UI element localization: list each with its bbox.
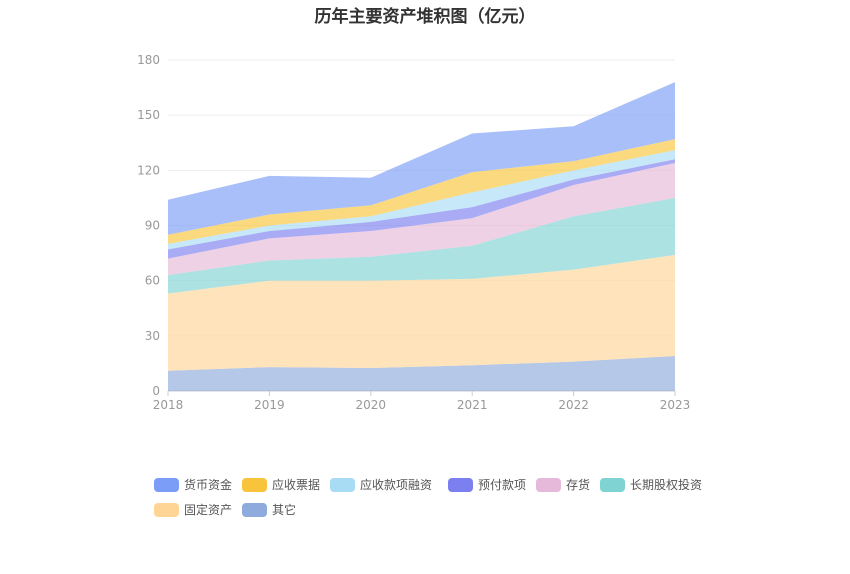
legend-label: 应收款项融资 <box>360 477 432 492</box>
legend-item-长期股权投资[interactable]: 长期股权投资 <box>600 477 702 492</box>
legend-item-其它[interactable]: 其它 <box>242 502 296 517</box>
legend-swatch <box>600 478 625 492</box>
area-长期股权投资 <box>168 197 675 294</box>
legend-swatch <box>154 478 179 492</box>
legend-label: 其它 <box>272 502 296 517</box>
legend-label: 应收票据 <box>272 477 320 492</box>
legend-swatch <box>536 478 561 492</box>
legend-label: 货币资金 <box>184 477 232 492</box>
area-预付款项 <box>168 159 675 259</box>
legend-label: 固定资产 <box>184 502 232 517</box>
y-tick-label: 150 <box>137 108 160 122</box>
legend-swatch <box>242 478 267 492</box>
y-tick-label: 0 <box>152 384 160 398</box>
area-存货 <box>168 162 675 276</box>
y-axis: 0 30 60 90 120 150 180 <box>137 53 160 398</box>
y-tick-label: 60 <box>145 274 160 288</box>
x-tick-label: 2019 <box>254 398 285 412</box>
legend-swatch <box>242 503 267 517</box>
legend-item-存货[interactable]: 存货 <box>536 477 590 492</box>
y-tick-label: 120 <box>137 163 160 177</box>
legend-label: 存货 <box>566 477 590 492</box>
chart-title: 历年主要资产堆积图（亿元） <box>314 7 536 27</box>
y-tick-label: 30 <box>145 329 160 343</box>
x-tick-label: 2020 <box>356 398 387 412</box>
legend-swatch <box>448 478 473 492</box>
legend-label: 预付款项 <box>478 478 526 492</box>
legend-item-预付款项[interactable]: 预付款项 <box>448 478 526 492</box>
x-tick-label: 2023 <box>660 398 691 412</box>
x-tick-label: 2021 <box>457 398 488 412</box>
x-axis: 2018 2019 2020 2021 2022 2023 <box>153 391 691 412</box>
legend-swatch <box>154 503 179 517</box>
area-应收票据 <box>168 139 675 244</box>
legend-label: 长期股权投资 <box>630 477 702 492</box>
x-tick-label: 2018 <box>153 398 184 412</box>
legend-item-应收款项融资[interactable]: 应收款项融资 <box>330 477 432 492</box>
legend-item-货币资金[interactable]: 货币资金 <box>154 477 232 492</box>
legend-item-应收票据[interactable]: 应收票据 <box>242 477 320 492</box>
area-货币资金 <box>168 82 675 235</box>
area-其它 <box>168 356 675 391</box>
x-tick-label: 2022 <box>558 398 589 412</box>
legend-swatch <box>330 478 355 492</box>
area-layers <box>168 82 675 391</box>
area-固定资产 <box>168 254 675 371</box>
legend-item-固定资产[interactable]: 固定资产 <box>154 502 232 517</box>
y-tick-label: 90 <box>145 219 160 233</box>
y-tick-label: 180 <box>137 53 160 67</box>
area-应收款项融资 <box>168 150 675 250</box>
